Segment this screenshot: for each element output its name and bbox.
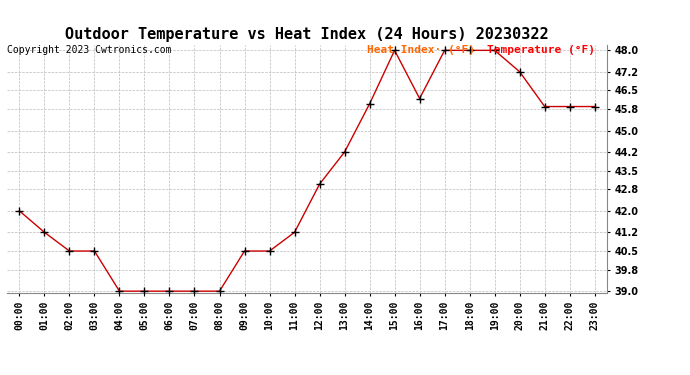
Text: Heat Index· (°F): Heat Index· (°F) — [367, 45, 475, 55]
Point — [464, 47, 475, 53]
Point — [489, 47, 500, 53]
Point — [264, 248, 275, 254]
Point — [239, 248, 250, 254]
Point — [214, 288, 225, 294]
Point — [164, 288, 175, 294]
Text: Copyright 2023 Cwtronics.com: Copyright 2023 Cwtronics.com — [7, 45, 171, 55]
Point — [114, 288, 125, 294]
Point — [64, 248, 75, 254]
Point — [89, 248, 100, 254]
Point — [289, 229, 300, 235]
Point — [389, 47, 400, 53]
Point — [589, 104, 600, 110]
Text: Temperature (°F): Temperature (°F) — [487, 45, 595, 55]
Title: Outdoor Temperature vs Heat Index (24 Hours) 20230322: Outdoor Temperature vs Heat Index (24 Ho… — [66, 27, 549, 42]
Point — [39, 229, 50, 235]
Point — [189, 288, 200, 294]
Point — [339, 149, 350, 155]
Point — [364, 101, 375, 107]
Point — [439, 47, 450, 53]
Point — [314, 181, 325, 187]
Point — [539, 104, 550, 110]
Point — [564, 104, 575, 110]
Point — [139, 288, 150, 294]
Point — [514, 69, 525, 75]
Point — [14, 208, 25, 214]
Point — [414, 96, 425, 102]
